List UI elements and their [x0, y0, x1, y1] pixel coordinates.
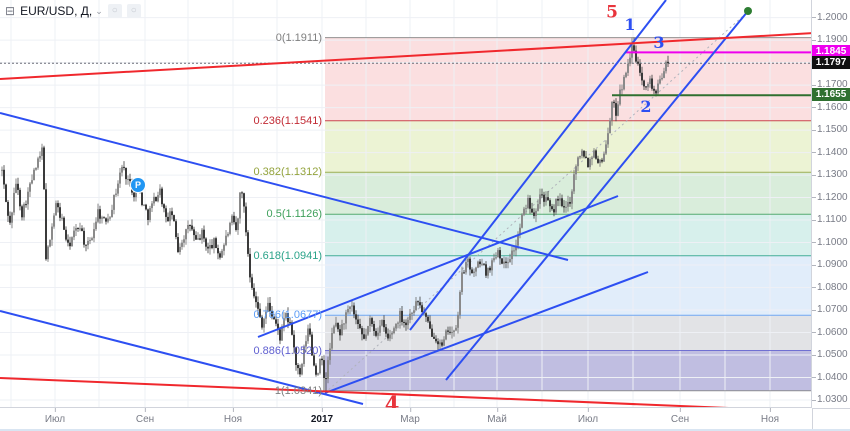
time-tick-label: Июл: [44, 408, 66, 425]
price-tick-label: 1.0400: [812, 371, 848, 383]
time-tick-label: Мар: [400, 408, 420, 425]
price-tick-label: 1.0500: [812, 349, 848, 360]
price-tick-label: 1.0300: [812, 394, 848, 405]
fib-label-0.618[interactable]: 0.618(1.0941): [253, 249, 323, 262]
price-axis[interactable]: 1.2000 1.1900 1.1700 1.1600 1.1500 1.1400 1.13…: [811, 0, 850, 408]
fib-band-0.618: [325, 255, 812, 316]
blue-steep-channel-right-anchor-dot[interactable]: [744, 7, 752, 15]
price-tag-1.1655: 1.1655: [812, 88, 850, 102]
collapse-icon[interactable]: ⊟: [5, 4, 16, 18]
elliott-wave-label-3[interactable]: 3: [653, 33, 665, 52]
candles: [1, 37, 669, 391]
fib-band-0: [325, 37, 812, 121]
fib-band-0.886: [325, 350, 812, 391]
fib-label-0.886[interactable]: 0.886(1.0520): [253, 344, 323, 357]
fib-label-0.236[interactable]: 0.236(1.1541): [253, 114, 323, 127]
price-tick-label: 1.1400: [812, 146, 848, 158]
price-tag-1.1797: 1.1797: [812, 56, 850, 70]
fib-label-0[interactable]: 0(1.1911): [275, 31, 322, 44]
time-tick-label: Ноя: [223, 408, 243, 425]
time-tick-label: Сен: [135, 408, 155, 425]
fib-label-0.5[interactable]: 0.5(1.1126): [266, 208, 322, 221]
blue-descending-resistance[interactable]: [0, 112, 569, 261]
fib-label-1[interactable]: 1(1.0341): [274, 384, 322, 397]
fib-band-0.5: [325, 214, 812, 256]
elliott-wave-label-1[interactable]: 1: [624, 15, 636, 34]
price-tick-label: 1.1500: [812, 124, 848, 136]
price-tick-label: 1.0800: [812, 281, 848, 293]
price-chart-canvas[interactable]: [0, 0, 812, 408]
chart-legend: ⊟ EUR/USD, Д, ⌄ ○ ○: [5, 4, 141, 18]
price-tick-label: 1.0900: [812, 259, 848, 270]
time-tick-label: Май: [487, 408, 507, 425]
fib-label-0.382[interactable]: 0.382(1.1312): [253, 166, 323, 179]
time-tick-label: Июл: [577, 408, 599, 425]
time-tick-label: 2017: [310, 408, 334, 425]
price-tick-label: 1.1100: [812, 214, 847, 225]
price-tick-label: 1.1300: [812, 169, 848, 181]
fib-label-0.786[interactable]: 0.786(1.0677): [253, 309, 323, 322]
price-tick-label: 1.0600: [812, 326, 848, 338]
blue-rising-channel-lower[interactable]: [324, 271, 649, 394]
legend-icon-b[interactable]: ○: [126, 4, 141, 18]
bottom-strip: [0, 429, 850, 431]
price-tick-label: 1.1600: [812, 101, 848, 113]
legend-icon-a[interactable]: ○: [107, 4, 122, 18]
blue-steep-channel-left[interactable]: [409, 0, 667, 331]
price-tick-label: 1.1200: [812, 191, 848, 203]
price-tick-label: 1.0700: [812, 304, 848, 315]
elliott-wave-label-4[interactable]: 4: [384, 391, 400, 409]
red-resistance-top[interactable]: [0, 31, 812, 80]
price-tick-label: 1.1700: [812, 79, 848, 91]
fib-band-0.382: [325, 172, 812, 215]
symbol-title[interactable]: EUR/USD, Д,: [20, 4, 93, 18]
time-tick-label: Ноя: [760, 408, 780, 425]
fib-band-0.236: [325, 120, 812, 173]
p-marker[interactable]: P: [130, 177, 146, 193]
price-tick-label: 1.2000: [812, 11, 848, 23]
price-tag-1.1845: 1.1845: [812, 45, 850, 59]
price-tick-label: 1.1900: [812, 34, 848, 46]
chart-area[interactable]: ⊟ EUR/USD, Д, ⌄ ○ ○ P 0(1.1911) 0.236(1.1…: [0, 0, 812, 408]
blue-descending-support-left[interactable]: [0, 310, 364, 405]
blue-steep-channel-right[interactable]: [445, 10, 749, 381]
blue-rising-channel-upper[interactable]: [257, 195, 619, 338]
elliott-wave-label-5[interactable]: 5: [606, 2, 618, 23]
time-axis[interactable]: Июл Сен Ноя 2017 Мар Май Июл Сен Ноя: [0, 407, 812, 429]
axis-corner: [812, 408, 850, 429]
chevron-down-icon[interactable]: ⌄: [95, 5, 103, 16]
price-tick-label: 1.1000: [812, 236, 848, 248]
elliott-wave-label-2[interactable]: 2: [640, 97, 652, 116]
time-tick-label: Сен: [670, 408, 690, 425]
